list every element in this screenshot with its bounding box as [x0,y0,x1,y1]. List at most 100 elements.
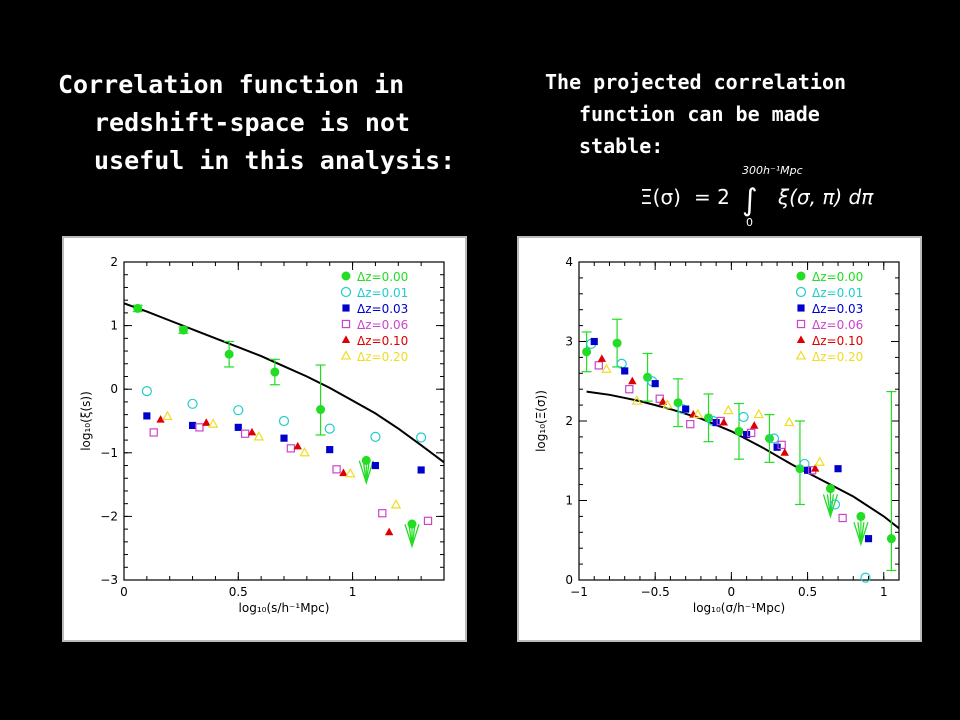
data-point [743,430,751,439]
upper-limit-arrow [853,522,869,547]
legend-marker [797,304,805,312]
data-point [719,417,728,426]
formula-lower-limit: 0 [746,216,753,229]
data-point [423,516,433,526]
legend-label: Δz=0.06 [812,318,863,332]
model-line [123,302,445,464]
data-point [658,397,668,405]
y-tick-label: 0 [110,382,118,396]
y-tick-label: 0 [565,573,573,587]
data-point [692,408,704,419]
upper-limit-arrow [822,494,839,519]
x-axis-label: log₁₀(σ/h⁻¹Mpc) [693,601,785,615]
data-point [804,466,812,474]
data-point [384,527,394,536]
formula-lhs: Ξ(σ) [640,185,681,209]
y-tick-label: 1 [110,319,118,333]
chart-redshift-space-correlation: 0 0.5 1 −3 −2 −1 0 1 2 log₁₀(s/h⁻¹Mpc) log₁₀(ξ(s))… [79,255,445,615]
data-point [234,423,242,431]
data-point [247,427,257,436]
legend-label: Δz=0.00 [812,270,863,284]
legend-marker [795,286,807,298]
data-point [662,399,673,409]
data-point [704,413,714,423]
data-point [187,398,198,409]
legend-label: Δz=0.10 [812,334,863,348]
data-point [332,465,341,474]
x-tick-label: 1 [349,585,357,599]
data-point [829,499,841,510]
data-point [316,405,326,415]
x-tick-label: 0.5 [229,585,248,599]
legend-marker [340,286,352,298]
legend-label: Δz=0.00 [357,270,408,284]
data-point [628,376,637,385]
data-point [156,415,165,423]
right-heading: The projected correlation function can b… [545,66,945,162]
upper-limit-arrow [404,524,420,549]
left-heading: Correlation function in redshift-space i… [58,66,478,180]
data-point [195,423,204,432]
data-point [750,421,759,429]
y-axis-label: log₁₀(Ξ(σ)) [534,390,548,452]
y-tick-label: −2 [100,509,118,523]
data-point [810,464,820,472]
left-heading-line-1: Correlation function in [58,70,405,99]
legend-label: Δz=0.01 [357,286,408,300]
legend-marker [341,271,351,281]
chart-panel-projected: −1 −0.5 0 0.5 1 0 1 2 3 4 log₁₀(σ/h⁻¹Mpc) log₁₀(Ξ(σ… [517,236,922,642]
data-point [189,421,197,430]
x-tick-label: 0.5 [798,585,817,599]
data-point [224,349,234,359]
data-point [834,465,842,473]
data-point [886,534,896,544]
data-point [673,398,683,408]
data-point [361,455,371,465]
formula-integrand: ξ(σ, π) dπ [777,185,874,209]
data-point [416,432,427,443]
data-point [747,428,756,438]
data-point [625,385,634,394]
data-point [162,410,173,421]
data-point [738,411,749,423]
legend-label: Δz=0.03 [357,302,408,316]
x-tick-label: 1 [880,585,888,599]
data-point [582,347,592,357]
data-point [324,423,335,434]
plot-frame [123,261,445,581]
formula-equals: = 2 [694,185,730,209]
data-point [417,466,425,474]
chart-projected-correlation: −1 −0.5 0 0.5 1 0 1 2 3 4 log₁₀(σ/h⁻¹Mpc) log₁₀(Ξ(σ… [534,255,900,615]
data-point [621,367,629,375]
x-axis-label: log₁₀(s/h⁻¹Mpc) [239,601,330,615]
legend-label: Δz=0.20 [357,350,408,364]
chart-panel-redshift-space: 0 0.5 1 −3 −2 −1 0 1 2 log₁₀(s/h⁻¹Mpc) log₁₀(ξ(s))… [62,236,467,642]
y-tick-label: 4 [565,255,573,269]
data-point [643,372,653,382]
upper-limit-arrow [358,460,374,485]
data-point [864,535,873,543]
data-point [780,448,789,456]
data-point [178,325,188,335]
data-point [686,420,695,429]
y-tick-label: −1 [100,446,118,460]
y-axis-label: log₁₀(ξ(s)) [79,391,93,451]
data-point [149,428,158,437]
data-point [825,484,835,494]
data-point [784,416,795,427]
y-tick-label: 2 [565,414,573,428]
right-heading-line-3: stable: [579,134,664,158]
data-point [345,467,356,478]
data-point [712,419,720,427]
data-point [734,426,744,436]
data-point [612,338,622,348]
data-point [407,519,417,529]
x-tick-label: 0 [120,585,128,599]
data-point [682,405,690,413]
data-point [590,337,598,346]
data-point [814,456,825,466]
data-point [299,446,310,457]
data-point [371,461,379,470]
data-point [856,511,866,521]
data-point [860,572,871,583]
